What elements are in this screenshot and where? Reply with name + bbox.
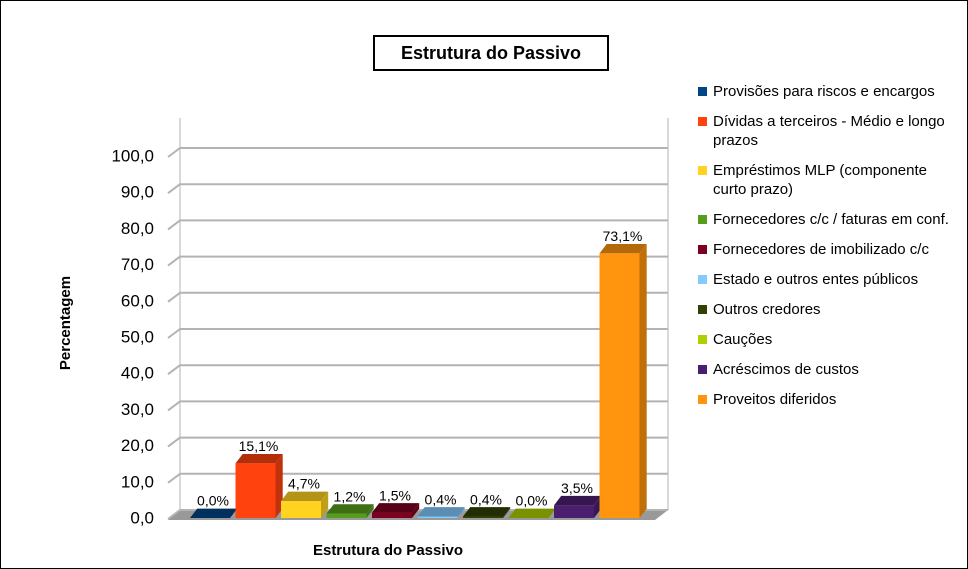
legend-label: Fornecedores c/c / faturas em conf. xyxy=(713,211,949,228)
legend: Provisões para riscos e encargos Dívidas … xyxy=(698,82,960,420)
legend-item: Fornecedores c/c / faturas em conf. xyxy=(698,210,960,229)
data-label: 1,2% xyxy=(334,488,366,504)
legend-swatch xyxy=(698,87,707,96)
bar-top xyxy=(326,504,374,514)
y-tick-label: 70,0 xyxy=(121,255,154,274)
side-grid-line xyxy=(167,364,181,376)
y-tick-label: 40,0 xyxy=(121,364,154,383)
side-grid-line xyxy=(167,255,181,267)
data-label: 0,0% xyxy=(197,493,229,509)
bar-top xyxy=(281,491,329,501)
bar-top xyxy=(554,495,602,506)
legend-label: Provisões para riscos e encargos xyxy=(713,83,935,100)
bar-top xyxy=(508,508,556,518)
bar xyxy=(235,463,276,518)
bar-side xyxy=(321,491,329,518)
data-label: 73,1% xyxy=(603,228,643,244)
side-grid-line xyxy=(167,183,181,194)
legend-label: Estado e outros entes públicos xyxy=(713,271,919,288)
y-tick-label: 20,0 xyxy=(121,436,154,455)
bar-side xyxy=(275,453,283,518)
bar-top xyxy=(372,503,420,513)
bar-side xyxy=(594,495,602,518)
legend-item: Fornecedores de imobilizado c/c xyxy=(698,240,960,259)
bar-top xyxy=(599,243,647,254)
legend-swatch xyxy=(698,305,707,314)
legend-swatch xyxy=(698,245,707,254)
y-tick-label: 0,0 xyxy=(130,508,154,527)
legend-swatch xyxy=(698,395,707,404)
side-grid-line xyxy=(167,436,181,448)
side-grid-line xyxy=(167,291,181,303)
data-label: 0,0% xyxy=(516,493,548,509)
bar xyxy=(554,505,594,518)
bar-side xyxy=(366,504,374,518)
bar-top xyxy=(417,507,465,517)
bar xyxy=(599,253,640,519)
legend-label: Proveitos diferidos xyxy=(713,391,837,408)
side-grid-line xyxy=(167,400,181,412)
y-tick-label: 60,0 xyxy=(121,291,154,310)
legend-label: Dívidas a terceiros - Médio e longo praz… xyxy=(713,113,945,149)
side-grid-line xyxy=(167,509,181,520)
bar-top xyxy=(463,507,511,517)
y-tick-label: 50,0 xyxy=(121,327,154,346)
bar-side xyxy=(412,503,420,518)
bar xyxy=(463,516,503,518)
legend-item: Provisões para riscos e encargos xyxy=(698,82,960,101)
legend-item: Cauções xyxy=(698,330,960,349)
legend-item: Acréscimos de custos xyxy=(698,360,960,379)
data-label: 0,4% xyxy=(470,491,502,507)
legend-item: Dívidas a terceiros - Médio e longo praz… xyxy=(698,112,960,150)
data-label: 4,7% xyxy=(288,476,320,492)
bar-side xyxy=(639,243,647,518)
legend-label: Outros credores xyxy=(713,301,821,318)
legend-label: Fornecedores de imobilizado c/c xyxy=(713,241,929,258)
side-grid-line xyxy=(167,328,181,339)
bar-side xyxy=(503,507,511,518)
y-tick-label: 80,0 xyxy=(121,219,154,238)
legend-swatch xyxy=(698,117,707,126)
legend-label: Cauções xyxy=(713,331,773,348)
data-label: 1,5% xyxy=(379,487,411,503)
data-label: 3,5% xyxy=(561,480,593,496)
legend-label: Acréscimos de custos xyxy=(713,361,859,378)
y-axis-title: Percentagem xyxy=(57,276,74,370)
bar-top xyxy=(235,453,283,464)
bar xyxy=(281,500,321,518)
bar-top xyxy=(190,508,238,518)
legend-item: Empréstimos MLP (componente curto prazo) xyxy=(698,161,960,199)
side-grid-line xyxy=(167,147,181,158)
y-tick-label: 10,0 xyxy=(121,472,154,491)
y-tick-label: 30,0 xyxy=(121,400,154,419)
x-axis-title: Estrutura do Passivo xyxy=(313,542,463,559)
y-tick-label: 100,0 xyxy=(111,146,154,165)
bar xyxy=(326,513,367,518)
data-label: 0,4% xyxy=(425,491,457,507)
bar-side xyxy=(457,507,465,518)
legend-swatch xyxy=(698,215,707,224)
side-grid-line xyxy=(167,219,181,231)
title-box xyxy=(373,35,609,71)
legend-item: Outros credores xyxy=(698,300,960,319)
legend-swatch xyxy=(698,166,707,175)
legend-swatch xyxy=(698,275,707,284)
data-label: 15,1% xyxy=(239,438,279,454)
y-tick-label: 90,0 xyxy=(121,183,154,202)
legend-item: Proveitos diferidos xyxy=(698,390,960,409)
legend-swatch xyxy=(698,335,707,344)
legend-item: Estado e outros entes públicos xyxy=(698,270,960,289)
side-grid-line xyxy=(167,472,181,484)
chart-title: Estrutura do Passivo xyxy=(401,43,581,63)
legend-swatch xyxy=(698,365,707,374)
bar xyxy=(372,512,412,518)
bar xyxy=(417,516,458,518)
legend-label: Empréstimos MLP (componente curto prazo) xyxy=(713,162,927,198)
